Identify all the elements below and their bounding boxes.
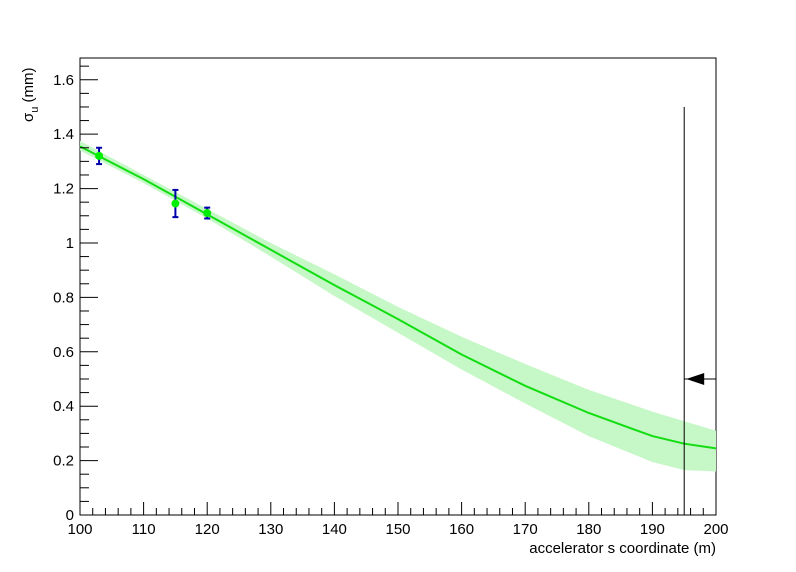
x-tick-label: 190 — [640, 521, 665, 538]
data-point — [95, 151, 104, 160]
x-tick-label: 180 — [576, 521, 601, 538]
y-tick-label: 1.2 — [53, 181, 74, 198]
x-tick-label: 130 — [258, 521, 283, 538]
x-tick-label: 100 — [67, 521, 92, 538]
x-tick-label: 110 — [132, 521, 156, 538]
x-tick-label: 140 — [322, 521, 347, 538]
x-tick-label: 170 — [513, 521, 538, 538]
y-axis-title: σu (mm) — [20, 67, 41, 122]
x-tick-label: 200 — [703, 521, 728, 538]
fit-curve — [79, 145, 717, 450]
y-axis-title-subscript: u — [29, 107, 41, 113]
x-tick-label: 150 — [385, 521, 410, 538]
x-tick-label: 160 — [449, 521, 474, 538]
y-tick-label: 0.6 — [53, 344, 74, 361]
confidence-band — [80, 141, 716, 472]
data-point — [171, 199, 180, 208]
arrow-head — [686, 372, 705, 385]
y-tick-label: 0.2 — [53, 453, 74, 470]
y-tick-label: 0.4 — [53, 398, 74, 415]
y-tick-label: 1.6 — [53, 72, 74, 89]
data-point — [203, 209, 212, 218]
x-tick-label: 120 — [195, 521, 220, 538]
x-axis-title: accelerator s coordinate (m) — [529, 540, 716, 557]
y-tick-label: 0.8 — [53, 289, 74, 306]
y-tick-label: 0 — [66, 507, 74, 524]
y-tick-label: 1 — [66, 235, 74, 252]
y-tick-label: 1.4 — [53, 126, 74, 143]
y-axis-title-symbol: σ — [20, 112, 37, 122]
y-axis-title-unit: (mm) — [20, 67, 37, 106]
